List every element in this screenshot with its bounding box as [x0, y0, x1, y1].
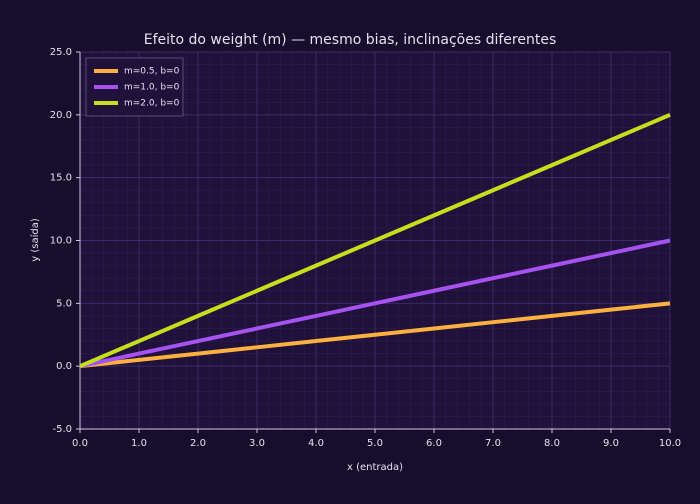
line	[79, 238, 671, 369]
y-tick-label: -5.0	[52, 424, 72, 435]
legend-label: m=0.5, b=0	[124, 67, 180, 77]
x-tick-label: 10.0	[659, 438, 681, 449]
x-tick-label: 3.0	[249, 438, 265, 449]
y-tick-label: 25.0	[50, 47, 72, 58]
x-tick-label: 5.0	[367, 438, 383, 449]
x-tick-label: 9.0	[603, 438, 619, 449]
x-axis-label: x (entrada)	[347, 462, 403, 473]
legend-label: m=2.0, b=0	[124, 99, 180, 109]
line	[79, 301, 671, 369]
x-tick-label: 1.0	[131, 438, 147, 449]
line	[79, 112, 671, 369]
y-tick-label: 5.0	[56, 298, 72, 309]
legend-label: m=1.0, b=0	[124, 83, 180, 93]
y-tick-label: 10.0	[50, 236, 72, 247]
x-tick-label: 0.0	[72, 438, 88, 449]
x-tick-label: 8.0	[544, 438, 560, 449]
chart-title: Efeito do weight (m) — mesmo bias, incli…	[144, 32, 557, 48]
x-tick-label: 7.0	[485, 438, 501, 449]
x-tick-label: 4.0	[308, 438, 324, 449]
x-tick-label: 2.0	[190, 438, 206, 449]
y-tick-label: 20.0	[50, 110, 72, 121]
y-tick-label: 15.0	[50, 173, 72, 184]
y-tick-label: 0.0	[56, 361, 72, 372]
x-tick-label: 6.0	[426, 438, 442, 449]
y-axis-label: y (saída)	[29, 218, 41, 262]
